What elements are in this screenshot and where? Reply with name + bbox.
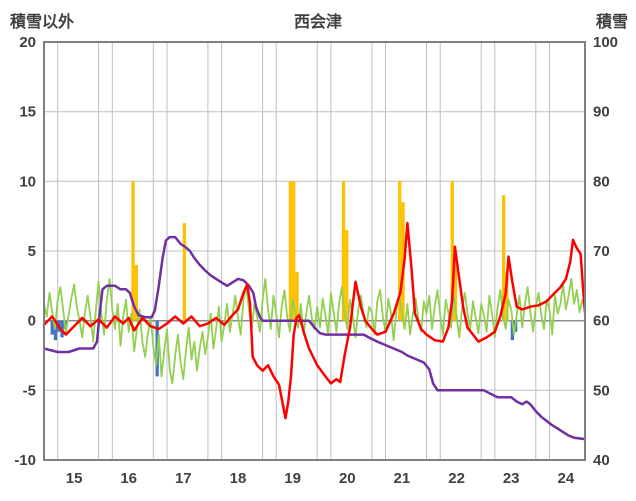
plot-border [43, 41, 586, 461]
orange-bars-bar [292, 181, 296, 321]
right-tick-label: 60 [593, 313, 610, 330]
red-line [42, 221, 587, 420]
blue-bars-bar [50, 320, 54, 335]
orange-bars-bar [134, 264, 138, 321]
blue-bars-bar [53, 320, 58, 341]
x-tick-label: 17 [175, 470, 192, 487]
orange-bars-bar [341, 181, 346, 321]
orange-bars-bar [345, 230, 349, 321]
right-tick-label: 50 [593, 382, 610, 399]
orange-bars-bar [182, 223, 187, 321]
x-tick-label: 21 [394, 470, 411, 487]
left-tick-label: -10 [14, 452, 36, 469]
orange-bars-bar [505, 271, 509, 321]
right-axis-title: 積雪 [595, 14, 628, 31]
right-tick-label: 40 [593, 452, 610, 469]
x-tick-label: 23 [503, 470, 520, 487]
left-tick-label: 5 [28, 243, 36, 260]
chart-title: 西会津 [293, 14, 342, 31]
left-tick-label: 10 [19, 173, 36, 190]
left-tick-label: 15 [19, 104, 36, 121]
orange-bars-bar [131, 181, 135, 321]
orange-bars-bar [295, 271, 299, 321]
orange-bars-bar [288, 181, 293, 321]
x-tick-label: 18 [230, 470, 247, 487]
right-tick-label: 90 [593, 104, 610, 121]
left-tick-label: 0 [28, 313, 36, 330]
orange-bars-bar [450, 181, 454, 321]
orange-bars-bar [453, 251, 458, 321]
left-tick-label: -5 [23, 382, 36, 399]
right-tick-label: 80 [593, 173, 610, 190]
blue-bars-bar [510, 320, 514, 341]
right-tick-label: 100 [593, 34, 618, 51]
x-tick-label: 20 [339, 470, 356, 487]
left-tick-label: 20 [19, 34, 36, 51]
x-tick-label: 22 [448, 470, 465, 487]
orange-bars-bar [501, 195, 506, 321]
x-tick-label: 16 [120, 470, 137, 487]
x-tick-label: 19 [284, 470, 301, 487]
left-axis-title: 積雪以外 [10, 14, 75, 31]
x-tick-label: 15 [66, 470, 83, 487]
purple-line [42, 235, 587, 441]
orange-bars-bar [398, 181, 402, 321]
right-tick-label: 70 [593, 243, 610, 260]
x-tick-label: 24 [558, 470, 575, 487]
